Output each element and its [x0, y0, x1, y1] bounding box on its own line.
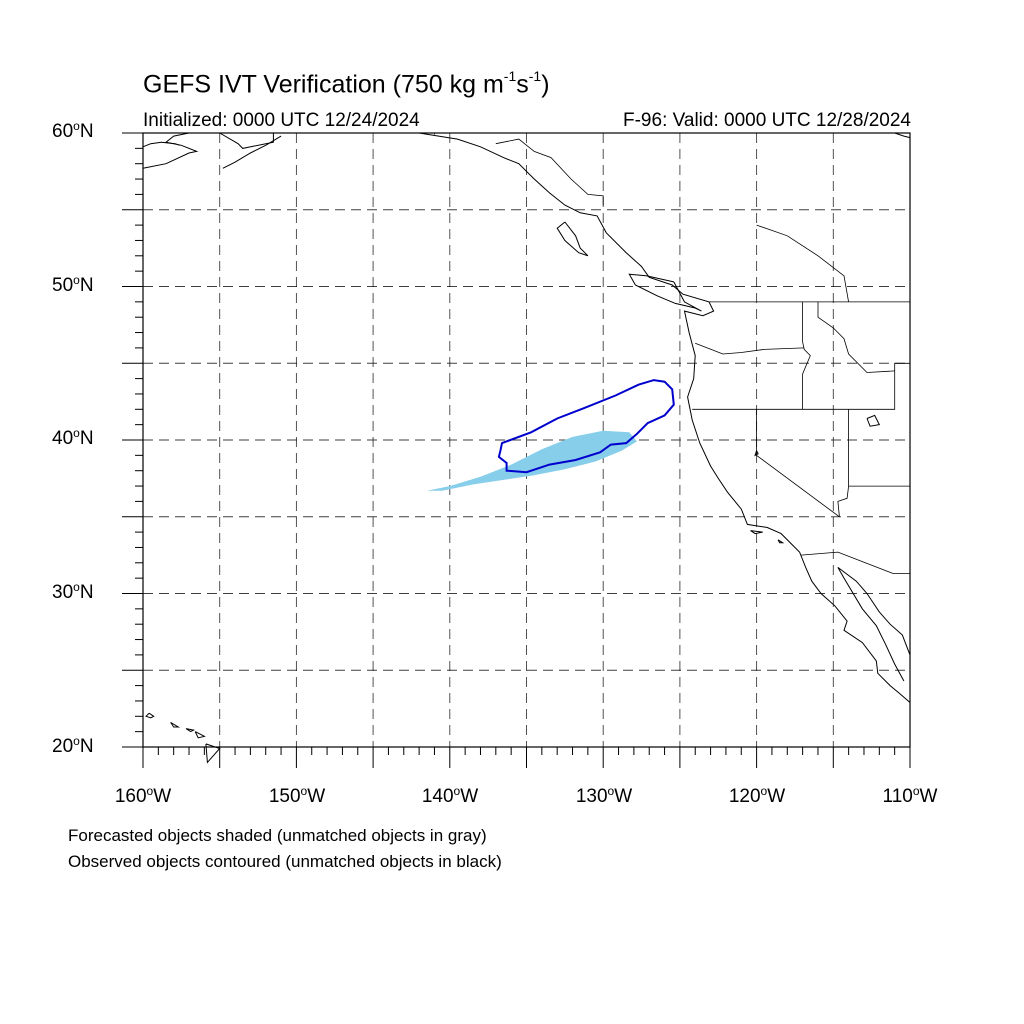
border-line [837, 409, 849, 517]
border-line [495, 138, 604, 206]
grid-lines [143, 133, 910, 747]
coastline [750, 530, 763, 535]
political-borders [434, 133, 910, 574]
map-frame [142, 132, 911, 748]
footnote-forecast: Forecasted objects shaded (unmatched obj… [68, 826, 487, 845]
border-line [695, 342, 805, 355]
lat-label-20: 20oN [52, 734, 94, 757]
coastline [556, 221, 589, 257]
forecast-object [426, 430, 637, 491]
coastline [837, 567, 911, 682]
axis-ticks [122, 132, 911, 768]
coastline [170, 721, 181, 728]
lon-label-150w: 150oW [268, 784, 326, 807]
coastline [222, 135, 282, 169]
ivt-objects [426, 379, 675, 491]
observed-object-contour [497, 379, 675, 474]
initialized-time: Initialized: 0000 UTC 12/24/2024 [143, 110, 420, 131]
footnote-observed: Observed objects contoured (unmatched ob… [68, 852, 502, 871]
border-line [802, 301, 811, 410]
border-line [756, 409, 840, 518]
lat-label-40: 40oN [52, 426, 94, 449]
coastline [894, 132, 911, 139]
lon-label-160w: 160oW [114, 784, 172, 807]
lat-label-50: 50oN [52, 273, 94, 296]
lon-label-130w: 130oW [575, 784, 633, 807]
lon-label-120w: 120oW [728, 784, 786, 807]
border-line [756, 224, 849, 302]
lat-label-30: 30oN [52, 580, 94, 603]
coastline [219, 132, 274, 149]
lake-outline [866, 414, 881, 427]
border-line [817, 301, 895, 373]
coastline [628, 273, 702, 312]
coastline [142, 141, 180, 148]
coastline [185, 728, 196, 733]
coastline [419, 132, 911, 703]
lon-label-140w: 140oW [421, 784, 479, 807]
coastline [145, 712, 155, 719]
chart-title: GEFS IVT Verification (750 kg m-1s-1) [143, 68, 550, 99]
coastline [142, 132, 199, 169]
border-line [801, 551, 910, 574]
border-line [692, 362, 910, 410]
coastline [777, 539, 785, 544]
lon-label-110w: 110oW [882, 784, 938, 807]
coastline [194, 731, 206, 739]
lat-label-60: 60oN [52, 119, 94, 142]
valid-time: F-96: Valid: 0000 UTC 12/28/2024 [623, 110, 911, 131]
coastline [205, 743, 221, 764]
coastlines [142, 132, 911, 764]
